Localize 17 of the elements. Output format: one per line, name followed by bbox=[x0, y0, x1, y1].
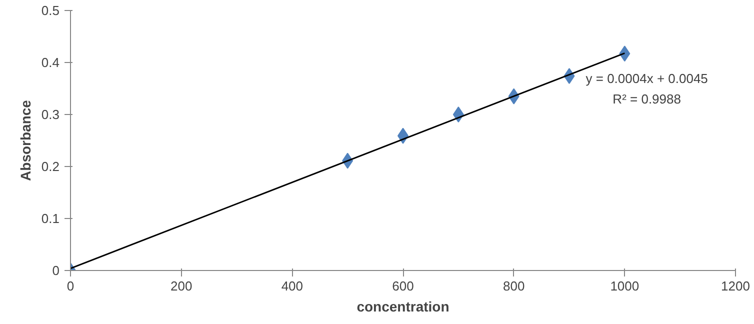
y-tick-label: 0.2 bbox=[41, 159, 60, 174]
y-axis-title: Absorbance bbox=[17, 100, 34, 181]
x-tick-label: 600 bbox=[392, 278, 414, 294]
annotation: R² = 0.9988 bbox=[612, 92, 681, 107]
x-tick-label: 1200 bbox=[721, 278, 750, 294]
y-tick-label: 0.3 bbox=[41, 107, 60, 122]
x-tick-label: 800 bbox=[502, 278, 525, 294]
y-tick-label: 0.4 bbox=[41, 55, 60, 70]
y-tick-label: 0.1 bbox=[41, 211, 60, 226]
x-tick-label: 400 bbox=[281, 278, 304, 294]
y-tick-label: 0.5 bbox=[41, 3, 60, 18]
y-tick-label: 0 bbox=[52, 263, 60, 278]
x-tick-label: 1000 bbox=[610, 278, 640, 294]
x-tick-label: 0 bbox=[66, 278, 74, 294]
annotation: y = 0.0004x + 0.0045 bbox=[586, 70, 708, 86]
x-tick-label: 200 bbox=[170, 278, 192, 294]
x-axis-title: concentration bbox=[356, 298, 450, 314]
